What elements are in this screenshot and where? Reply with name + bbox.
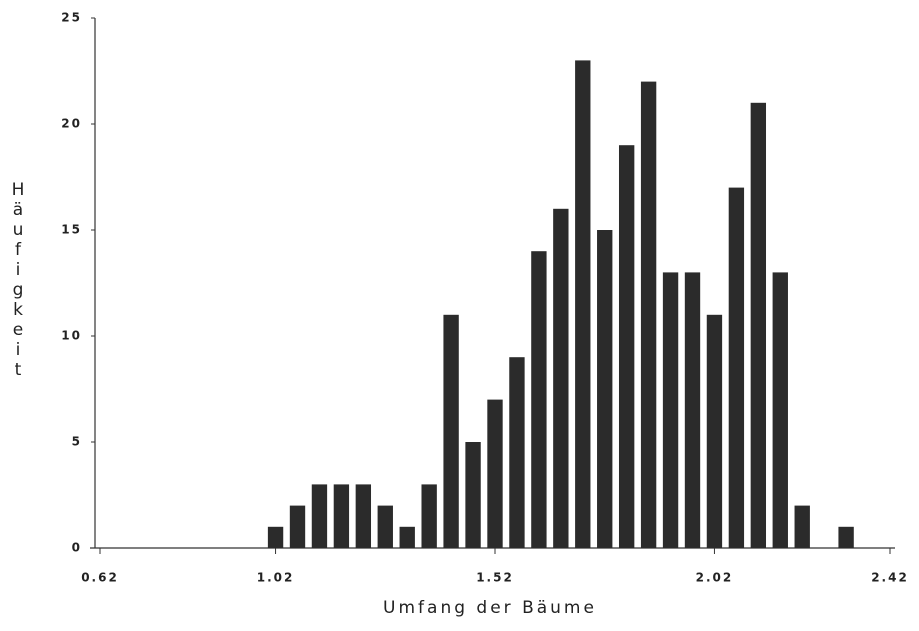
y-tick-label: 0: [72, 541, 82, 555]
bar: [355, 484, 372, 548]
bar: [706, 314, 723, 548]
bar: [640, 81, 657, 548]
x-tick-label: 0.62: [81, 571, 119, 585]
bar: [443, 314, 459, 548]
bar: [267, 526, 284, 548]
bar: [333, 484, 350, 548]
y-tick-label: 5: [72, 435, 82, 449]
bar: [772, 272, 788, 548]
bar: [553, 208, 569, 549]
bar: [465, 442, 481, 548]
bar: [377, 505, 393, 548]
bar: [728, 187, 745, 548]
bar: [399, 526, 415, 548]
bar: [662, 272, 679, 548]
bar: [509, 357, 525, 548]
bar: [618, 145, 635, 548]
bar: [575, 60, 591, 549]
x-tick-label: 2.02: [696, 571, 734, 585]
x-tick-label: 1.02: [257, 571, 295, 585]
x-axis-label: Umfang der Bäume: [383, 598, 597, 618]
y-axis-label: Häufigkeit: [8, 180, 28, 380]
bar: [421, 484, 437, 548]
bar: [794, 505, 810, 548]
bar: [838, 526, 854, 548]
y-tick-label: 15: [61, 223, 82, 237]
x-tick-label: 1.52: [476, 571, 514, 585]
y-tick-label: 25: [61, 11, 82, 25]
y-tick-label: 20: [61, 117, 82, 131]
bar: [597, 230, 613, 548]
bar: [487, 399, 503, 548]
bar: [684, 272, 701, 548]
bar: [289, 505, 306, 548]
bar: [311, 484, 328, 548]
x-tick-label: 2.42: [871, 571, 909, 585]
y-tick-label: 10: [61, 329, 82, 343]
bar: [531, 251, 547, 548]
bar: [750, 102, 767, 549]
